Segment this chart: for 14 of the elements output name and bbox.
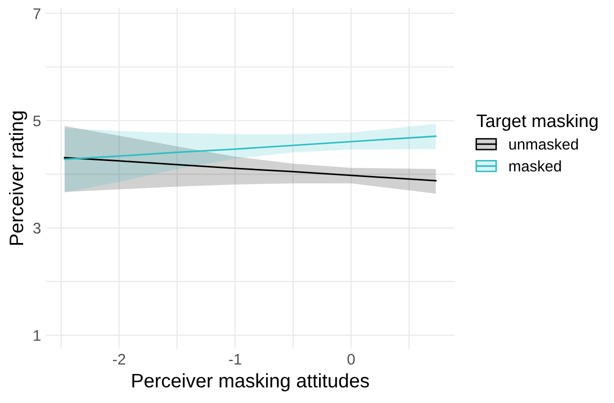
y-tick-label: 7 [33, 8, 40, 19]
legend-label: masked [509, 160, 561, 172]
y-axis-title: Perceiver rating [9, 111, 28, 245]
line-series [64, 156, 437, 182]
x-tick-label: 0 [347, 354, 355, 365]
line-series [64, 135, 437, 160]
y-tick-label: 3 [33, 222, 41, 234]
x-tick-label: -2 [113, 354, 126, 365]
legend-title: Target masking [476, 114, 598, 131]
y-tick-label: 5 [33, 116, 41, 126]
x-tick-label: -1 [229, 354, 242, 365]
legend-label: unmasked [509, 138, 578, 150]
x-axis-title: Perceiver masking attitudes [132, 373, 369, 392]
y-tick-label: 1 [34, 330, 40, 341]
